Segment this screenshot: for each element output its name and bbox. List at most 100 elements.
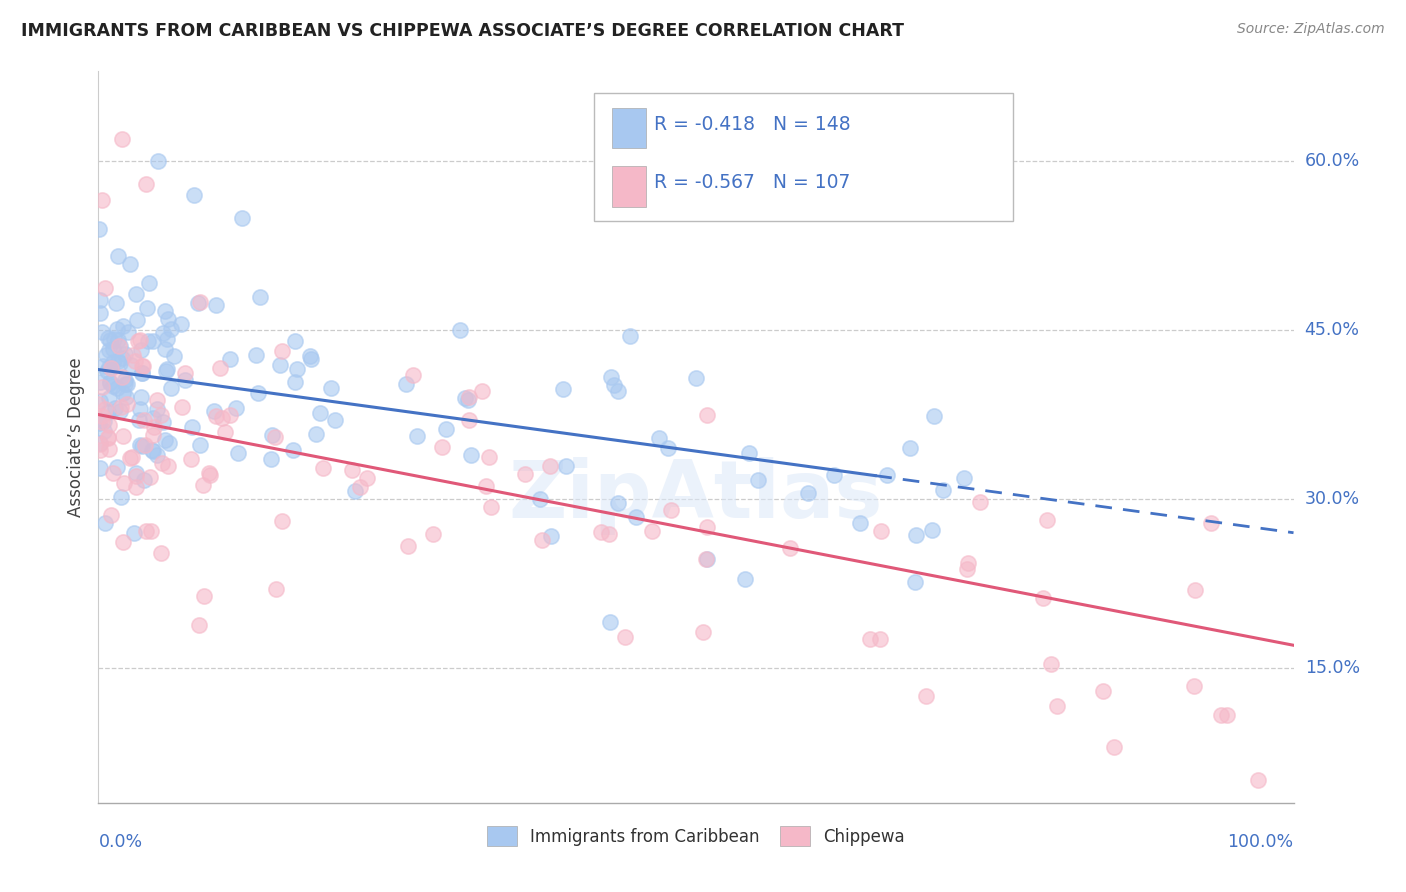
Point [1040,657,1063,672]
Point [432,440,454,454]
Point [321,380,343,394]
Point [1215,707,1237,722]
Point [797,486,820,500]
Point [342,463,364,477]
Point [125,466,148,480]
Point [89,306,111,320]
Point [115,397,138,411]
Text: R = -0.418   N = 148: R = -0.418 N = 148 [654,114,851,134]
Point [131,439,153,453]
Point [457,390,479,404]
Point [129,343,152,357]
Point [142,428,165,442]
Point [969,495,991,509]
Point [150,545,173,559]
Point [325,413,347,427]
Point [155,363,177,377]
Text: 30.0%: 30.0% [1305,490,1360,508]
Point [117,325,139,339]
Point [343,483,366,498]
Point [101,379,124,393]
Point [110,356,132,370]
Point [422,527,444,541]
Point [922,409,945,423]
Point [174,367,197,381]
Text: R = -0.567   N = 107: R = -0.567 N = 107 [654,173,851,192]
Point [94,280,117,294]
Point [402,368,425,382]
Point [1199,516,1222,530]
Point [105,322,128,336]
Point [264,430,287,444]
Point [89,376,111,390]
Point [1046,699,1069,714]
Point [150,456,173,470]
Point [695,552,717,566]
Point [142,444,165,458]
Point [160,381,183,395]
Point [200,467,222,482]
Point [96,430,118,444]
Point [692,625,714,640]
Point [157,311,180,326]
Point [747,473,769,487]
Point [1104,739,1126,754]
Point [159,322,181,336]
Point [122,525,145,540]
Point [143,420,166,434]
Point [246,386,269,401]
Point [121,347,143,361]
Point [225,401,247,415]
Point [696,520,718,534]
Point [131,366,153,380]
Point [91,359,114,374]
Point [111,429,134,443]
Point [111,369,134,384]
Point [89,394,111,409]
Point [112,535,135,549]
Point [876,467,898,482]
Point [904,527,927,541]
Point [1092,683,1115,698]
Point [188,438,211,452]
Point [396,539,419,553]
Point [180,420,202,434]
Point [91,409,114,423]
Point [146,393,169,408]
Point [152,416,174,430]
Point [190,295,212,310]
Point [260,451,283,466]
Point [87,221,110,235]
Point [108,339,131,353]
Point [139,470,162,484]
Point [131,359,153,374]
Point [98,391,121,405]
Point [657,441,679,455]
Point [107,354,129,368]
Point [103,332,125,346]
Point [600,370,623,384]
Point [475,479,498,493]
Point [952,470,974,484]
Point [513,467,536,481]
Point [121,450,143,464]
Point [97,405,120,419]
Point [624,510,647,524]
Point [96,364,118,378]
Point [129,333,152,347]
Point [218,351,240,366]
Point [101,466,124,480]
Point [110,400,132,414]
Point [98,333,121,347]
Point [659,502,682,516]
Point [180,451,202,466]
Point [1184,582,1206,597]
Point [531,533,554,548]
Point [111,351,134,365]
Y-axis label: Associate’s Degree: Associate’s Degree [66,358,84,516]
Text: 45.0%: 45.0% [1305,321,1360,339]
Point [112,319,135,334]
Point [136,334,159,349]
Point [87,397,110,411]
Point [101,355,124,369]
